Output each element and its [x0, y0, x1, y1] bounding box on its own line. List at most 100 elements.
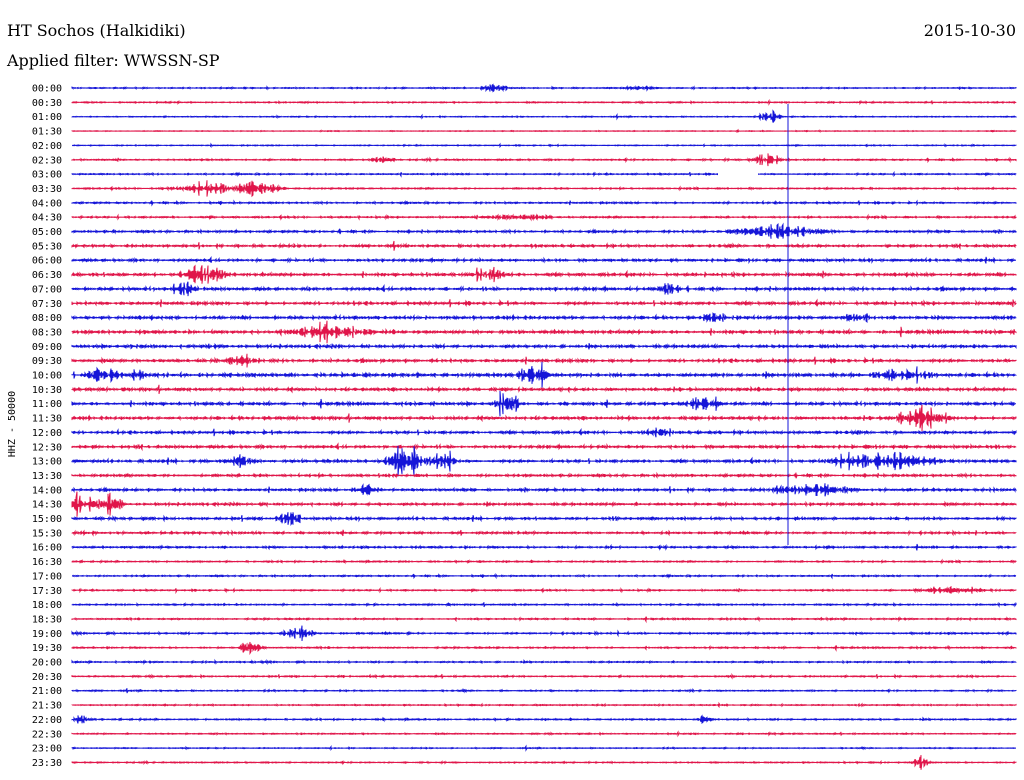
time-label-1630: 16:30 — [32, 557, 62, 568]
filter-label: Applied filter: WWSSN-SP — [6, 51, 220, 70]
time-label-1830: 18:30 — [32, 614, 62, 625]
trace-1130 — [71, 404, 1017, 432]
time-label-2030: 20:30 — [32, 672, 62, 683]
trace-group — [71, 83, 1017, 770]
trace-1100 — [71, 390, 1016, 417]
time-label-0300: 03:00 — [32, 170, 62, 181]
time-label-0400: 04:00 — [32, 198, 62, 209]
trace-2200 — [71, 714, 1017, 724]
trace-0530 — [71, 240, 1017, 251]
trace-0430 — [71, 213, 1017, 222]
trace-2230 — [71, 730, 1017, 738]
trace-0330 — [71, 180, 1017, 198]
trace-0830 — [71, 320, 1017, 344]
trace-1530 — [71, 529, 1017, 537]
station-title: HT Sochos (Halkidiki) — [7, 21, 186, 40]
trace-1400 — [71, 483, 1017, 497]
trace-0900 — [71, 342, 1017, 351]
trace-1030 — [71, 384, 1017, 394]
trace-0200 — [71, 142, 1017, 149]
trace-1200 — [71, 427, 1017, 438]
trace-1800 — [71, 601, 1017, 608]
trace-0500 — [71, 222, 1017, 239]
trace-0130 — [71, 128, 1017, 134]
time-label-0200: 02:00 — [32, 141, 62, 152]
trace-0630 — [71, 264, 1017, 284]
time-label-2330: 23:30 — [32, 758, 62, 769]
trace-1630 — [71, 558, 1017, 565]
time-label-1600: 16:00 — [32, 543, 62, 554]
time-label-0130: 01:30 — [32, 127, 62, 138]
trace-2000 — [71, 658, 1017, 666]
time-label-0230: 02:30 — [32, 155, 62, 166]
time-label-0600: 06:00 — [32, 256, 62, 267]
trace-1300 — [71, 445, 1017, 477]
trace-0400 — [71, 199, 1017, 207]
time-label-1030: 10:30 — [32, 385, 62, 396]
trace-1000 — [71, 361, 1017, 389]
time-label-2300: 23:00 — [32, 744, 62, 755]
overlay-group — [718, 104, 789, 545]
time-label-1000: 10:00 — [32, 371, 62, 382]
time-label-1200: 12:00 — [32, 428, 62, 439]
trace-1330 — [71, 471, 1017, 479]
trace-1500 — [71, 512, 1017, 527]
trace-1900 — [71, 625, 1017, 642]
time-label-0730: 07:30 — [32, 299, 62, 310]
trace-0800 — [71, 312, 1017, 324]
data-gap — [718, 167, 758, 182]
time-label-1330: 13:30 — [32, 471, 62, 482]
time-label-2200: 22:00 — [32, 715, 62, 726]
time-label-0630: 06:30 — [32, 270, 62, 281]
trace-1730 — [71, 585, 1017, 595]
trace-1430 — [71, 491, 1017, 517]
time-label-1800: 18:00 — [32, 600, 62, 611]
time-label-0900: 09:00 — [32, 342, 62, 353]
trace-1700 — [71, 572, 1017, 580]
trace-2330 — [71, 755, 1017, 770]
time-label-1430: 14:30 — [32, 500, 62, 511]
trace-0030 — [71, 98, 1017, 106]
trace-1830 — [71, 616, 1017, 624]
trace-2100 — [71, 688, 1017, 694]
record-date: 2015-10-30 — [924, 21, 1016, 40]
time-label-0800: 08:00 — [32, 313, 62, 324]
time-label-1100: 11:00 — [32, 399, 62, 410]
time-label-1500: 15:00 — [32, 514, 62, 525]
trace-0230 — [71, 153, 1017, 167]
time-label-2100: 21:00 — [32, 686, 62, 697]
time-label-0830: 08:30 — [32, 327, 62, 338]
trace-0930 — [71, 353, 1017, 368]
time-label-1300: 13:00 — [32, 457, 62, 468]
time-label-1130: 11:30 — [32, 414, 62, 425]
trace-0730 — [71, 298, 1017, 308]
time-label-0500: 05:00 — [32, 227, 62, 238]
trace-0100 — [71, 109, 1017, 123]
time-label-1230: 12:30 — [32, 442, 62, 453]
time-label-2130: 21:30 — [32, 701, 62, 712]
time-label-1700: 17:00 — [32, 571, 62, 582]
time-label-group: 00:00 00:30 01:00 01:30 02:00 02:30 03:00 03:30… — [32, 84, 62, 769]
trace-1930 — [71, 641, 1017, 656]
time-label-1400: 14:00 — [32, 485, 62, 496]
trace-2300 — [71, 744, 1017, 752]
time-label-0330: 03:30 — [32, 184, 62, 195]
time-label-0030: 00:30 — [32, 98, 62, 109]
time-label-0700: 07:00 — [32, 284, 62, 295]
time-label-1730: 17:30 — [32, 586, 62, 597]
trace-1230 — [71, 442, 1017, 452]
trace-2130 — [71, 701, 1017, 709]
y-axis-label: HHZ - 50000 — [7, 391, 18, 457]
trace-0000 — [71, 83, 1017, 93]
time-label-1930: 19:30 — [32, 643, 62, 654]
time-label-0430: 04:30 — [32, 213, 62, 224]
trace-2030 — [71, 672, 1017, 680]
time-label-0530: 05:30 — [32, 241, 62, 252]
time-label-2230: 22:30 — [32, 729, 62, 740]
time-label-0930: 09:30 — [32, 356, 62, 367]
time-label-0100: 01:00 — [32, 112, 62, 123]
trace-0300 — [71, 170, 1017, 178]
time-label-1900: 19:00 — [32, 629, 62, 640]
time-label-2000: 20:00 — [32, 658, 62, 669]
